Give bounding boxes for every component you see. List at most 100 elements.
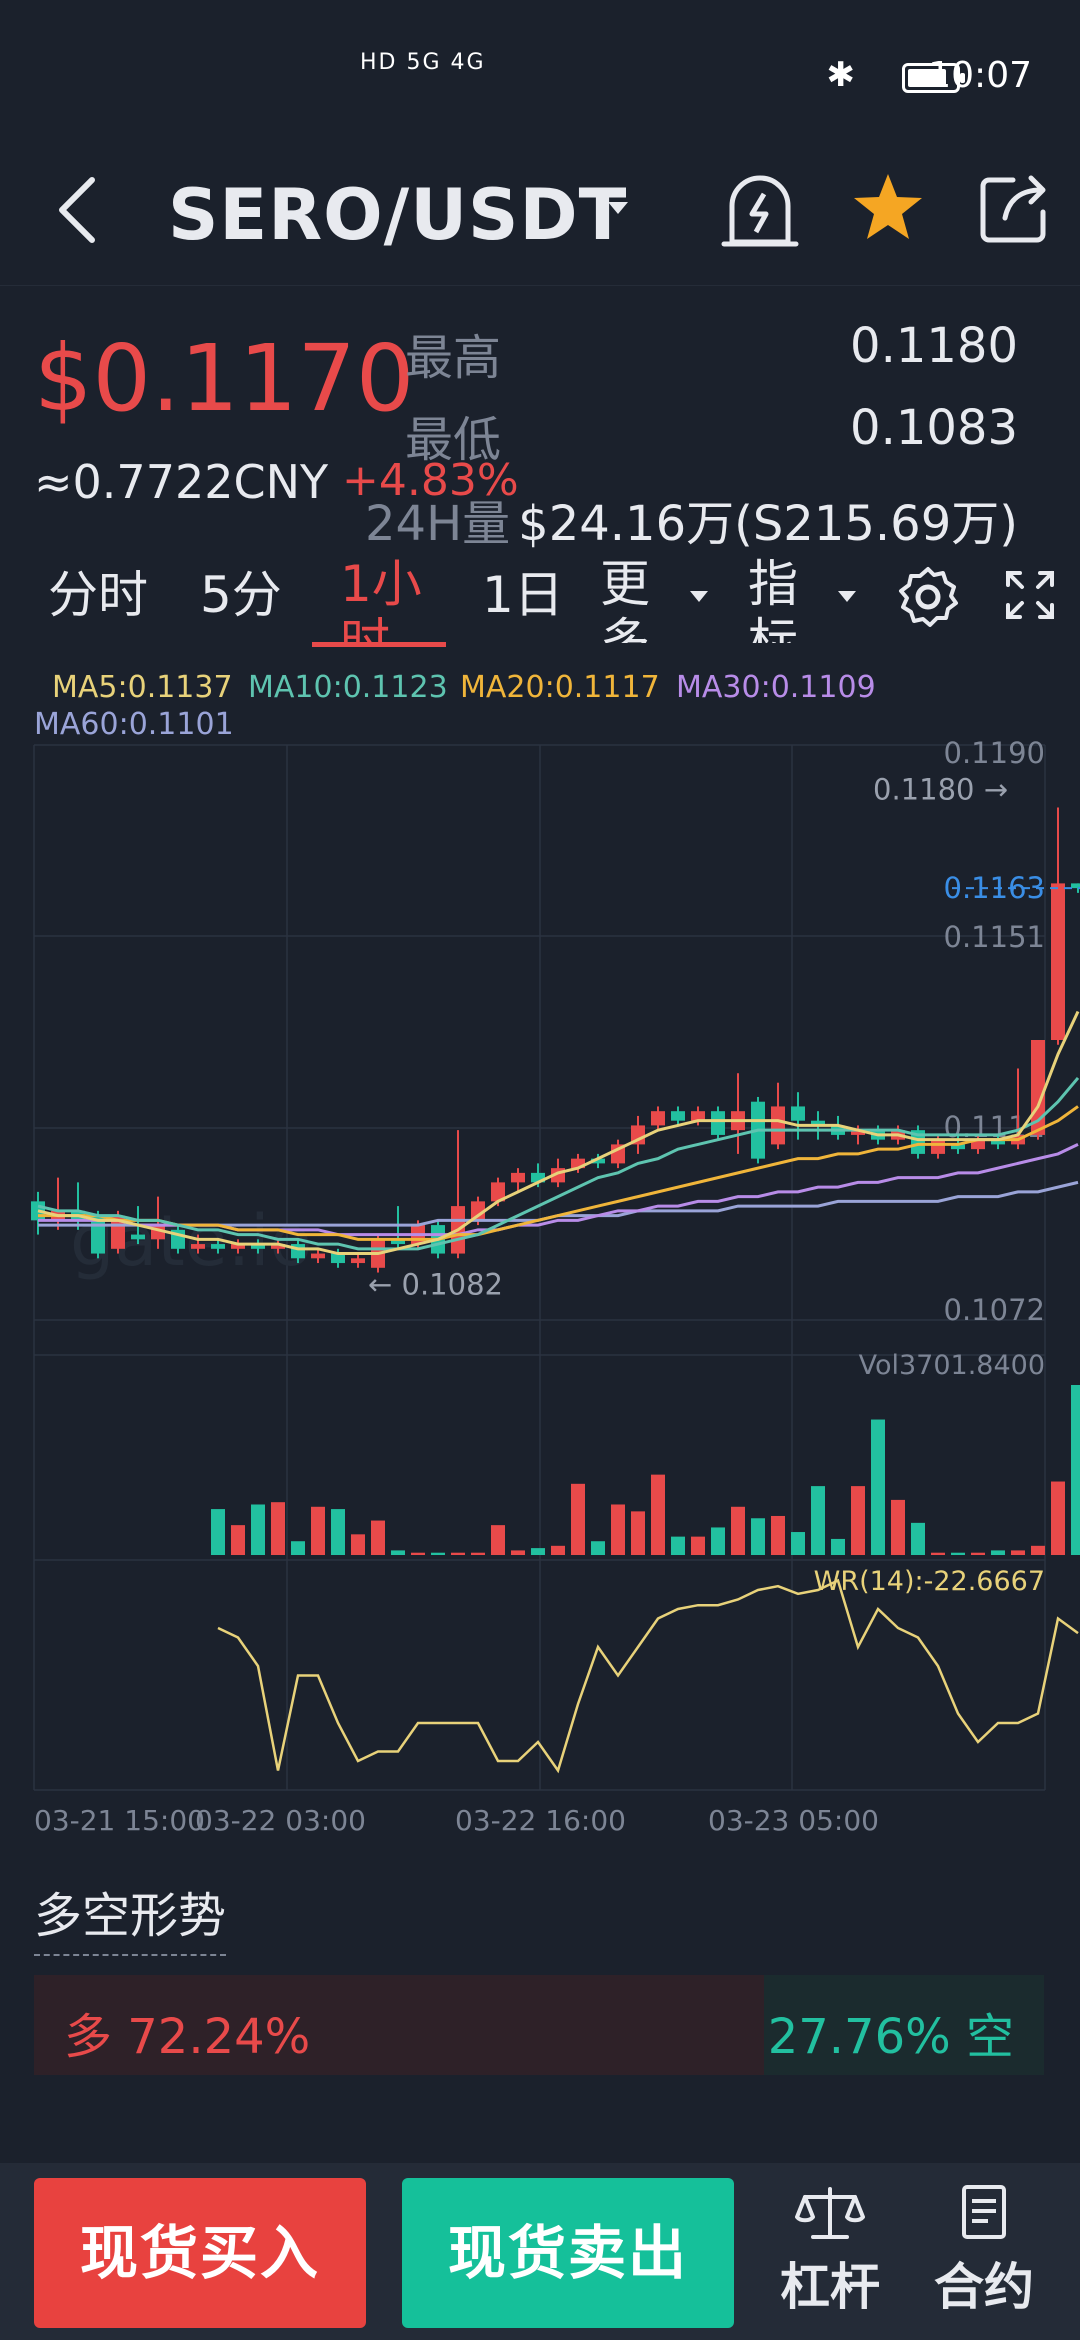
volume-bar [211,1509,225,1555]
long-short-title[interactable]: 多空形势 [34,1876,227,1956]
short-ratio-label: 27.76% 空 [767,2009,1014,2065]
spot-sell-button[interactable]: 现货卖出 [402,2178,734,2328]
futures-button[interactable]: 合约 [924,2183,1044,2319]
volume-bar [811,1486,825,1555]
candle-body [571,1158,585,1169]
favorite-star-icon[interactable] [850,170,926,246]
last-price: $0.1170 [34,325,415,432]
candle-body [671,1111,685,1121]
x-axis-label: 03-21 15:00 [34,1804,205,1837]
candle-body [491,1182,505,1202]
volume-bar [291,1541,305,1555]
candle-body [191,1244,205,1249]
futures-label: 合约 [934,2258,1034,2316]
scale-icon [795,2187,865,2239]
volume-bar [731,1506,745,1555]
battery-icon [902,63,965,93]
candle-body [351,1258,365,1264]
price-cny: ≈0.7722CNY [34,455,329,509]
share-icon[interactable] [975,168,1055,248]
volume-bar [631,1511,645,1555]
volume-24h-label: 24H量 [365,496,511,552]
tab-1day[interactable]: 1日 [482,566,564,624]
ma60-legend: MA60:0.1101 [34,707,234,742]
volume-bar [991,1550,1005,1555]
margin-label: 杠杆 [780,2258,880,2316]
chart-grid [33,744,1046,1791]
back-arrow-icon[interactable] [50,170,110,250]
status-bar: HD 5G 4G ✱ 10:07 [0,0,1080,150]
volume-bar [551,1545,565,1555]
low-label: 最低 [405,412,502,468]
more-caret-icon [690,591,708,602]
tab-1hour[interactable]: 1小时 [340,555,422,643]
volume-bar [931,1552,945,1555]
max-price-label: 0.1180 → [873,772,1008,806]
volume-bar [391,1550,405,1555]
x-axis-label: 03-22 03:00 [195,1804,366,1837]
candle-body [951,1144,965,1150]
ma20-legend: MA20:0.1117 [460,670,660,705]
volume-bar [891,1499,905,1555]
tab-more[interactable]: 更多 [600,555,650,643]
candle-body [311,1253,325,1259]
volume-24h-value: $24.16万(S215.69万) [518,496,1018,552]
candle-body [211,1244,225,1249]
clock: 10:07 [928,55,1032,96]
fullscreen-icon[interactable] [1004,569,1056,621]
x-axis-label: 03-22 16:00 [455,1804,626,1837]
ma5-line [37,1010,1080,1256]
candle-body [651,1111,665,1126]
volume-bar [1031,1545,1045,1555]
volume-bar [911,1522,925,1555]
bluetooth-icon: ✱ [826,55,856,95]
candle-body [691,1111,705,1121]
bottom-action-bar: 现货买入 现货卖出 杠杆 合约 [0,2163,1080,2340]
tab-timeshare[interactable]: 分时 [48,566,148,624]
volume-label: Vol3701.8400 [859,1350,1045,1381]
pair-dropdown-icon[interactable] [608,202,628,214]
active-tab-underline [312,642,446,647]
ma20-line [38,1105,1079,1241]
long-ratio-label: 多 72.24% [64,2009,311,2065]
pair-title[interactable]: SERO/USDT [168,174,628,256]
candle-body [1071,883,1080,889]
wr-line [217,1578,1079,1774]
y-axis-label: 0.1072 [944,1293,1045,1327]
tab-indicators[interactable]: 指标 [748,555,798,643]
margin-button[interactable]: 杠杆 [770,2183,890,2319]
app-header: SERO/USDT [0,150,1080,286]
low-value: 0.1083 [850,400,1018,456]
watermark: gate.io [70,1200,312,1282]
volume-bar [591,1541,605,1555]
tab-5min[interactable]: 5分 [200,566,282,624]
volume-bar [1051,1481,1065,1555]
candle-body [811,1120,825,1126]
candle-body [1051,883,1065,1040]
volume-bar [271,1502,285,1555]
volume-bar [651,1474,665,1555]
volume-bar [491,1525,505,1555]
candle-body [231,1244,245,1249]
volume-bar [571,1483,585,1555]
ma10-legend: MA10:0.1123 [248,670,448,705]
spot-buy-button[interactable]: 现货买入 [34,2178,366,2328]
volume-bar [431,1552,445,1555]
candle-body [131,1234,145,1240]
price-alert-icon[interactable] [720,164,800,254]
y-axis-label: 0.1190 [944,740,1045,770]
volume-bar [851,1486,865,1555]
long-short-bar: 多 72.24% 27.76% 空 [34,1975,1044,2075]
volume-bar [351,1534,365,1555]
indicator-caret-icon [838,591,856,602]
volume-bar [311,1506,325,1555]
ma30-legend: MA30:0.1109 [676,670,876,705]
long-ratio-bar [34,1975,764,2075]
ma5-legend: MA5:0.1137 [52,670,233,705]
settings-gear-icon[interactable] [896,565,960,629]
candle-body [251,1244,265,1249]
candle-body [331,1253,345,1264]
network-indicator: HD 5G 4G [360,50,486,75]
volume-bar [611,1504,625,1555]
